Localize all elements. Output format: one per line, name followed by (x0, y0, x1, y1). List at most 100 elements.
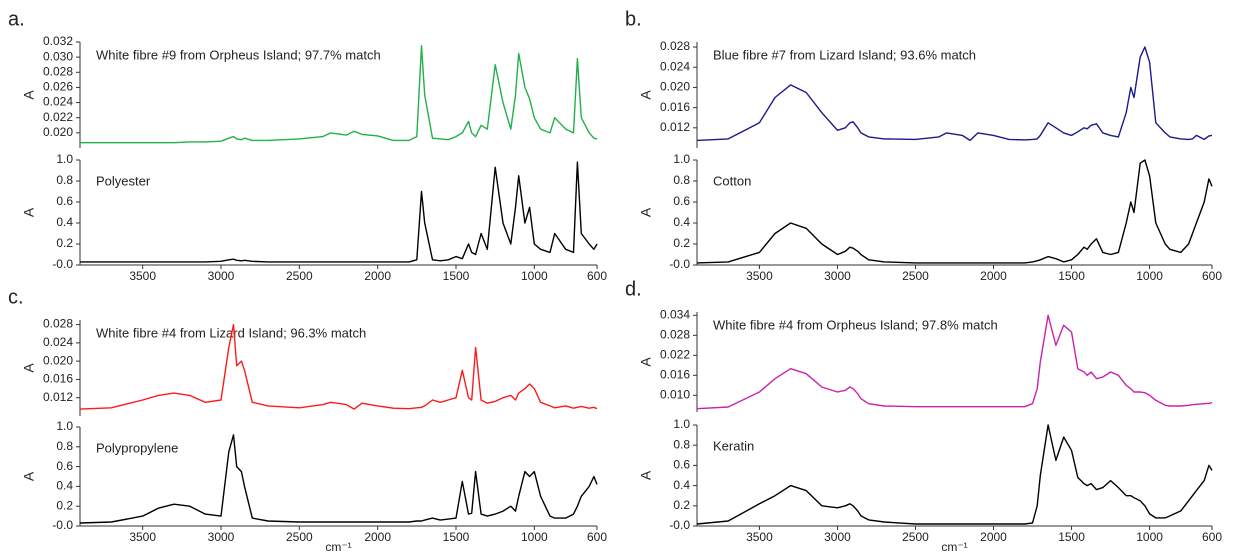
y-tick-label: 0.024 (43, 335, 73, 349)
y-tick-label: 0.6 (56, 459, 73, 473)
spectrum-line (80, 161, 598, 263)
y-axis-label: A (21, 471, 37, 481)
y-tick-label: 0.2 (56, 236, 73, 250)
x-tick-label: 3000 (208, 530, 235, 544)
y-tick-label: 0.020 (660, 80, 690, 94)
x-tick-label: 1500 (1058, 530, 1085, 544)
y-tick-label: 0.016 (43, 372, 73, 386)
y-tick-label: 0.024 (43, 95, 73, 109)
y-axis-label: A (21, 363, 37, 373)
annotation: Polypropylene (96, 440, 178, 455)
x-tick-label: 2000 (980, 530, 1007, 544)
x-tick-label: 3000 (824, 530, 851, 544)
y-axis-label: A (638, 207, 654, 217)
y-tick-label: 0.030 (43, 49, 73, 63)
spectrum-line (696, 159, 1213, 264)
x-tick-label: 600 (1202, 269, 1222, 283)
panel-label: a. (8, 8, 25, 30)
y-tick-label: 0.6 (673, 194, 690, 208)
y-tick-label: 0.4 (673, 478, 690, 492)
y-tick-label: 1.0 (56, 419, 73, 433)
x-tick-label: 2000 (364, 530, 391, 544)
spectrum-line (696, 314, 1213, 410)
y-tick-label: 0.024 (660, 59, 690, 73)
x-tick-label: 1500 (443, 269, 470, 283)
x-tick-label: 3500 (129, 530, 156, 544)
y-tick-label: 1.0 (56, 152, 73, 166)
y-tick-label: 0.016 (660, 368, 690, 382)
y-axis-label: A (638, 470, 654, 480)
x-tick-label: 3000 (208, 269, 235, 283)
x-tick-label: 1000 (1136, 269, 1163, 283)
spectrum-line (80, 45, 598, 144)
y-tick-label: 0.034 (660, 308, 690, 322)
x-tick-label: 2000 (980, 269, 1007, 283)
y-tick-label: 0.2 (673, 498, 690, 512)
y-tick-label: 0.012 (43, 390, 73, 404)
panel-label: b. (625, 8, 642, 30)
y-tick-label: 0.016 (660, 100, 690, 114)
y-tick-label: 0.2 (673, 236, 690, 250)
x-tick-label: 3500 (746, 530, 773, 544)
x-tick-label: 1000 (521, 530, 548, 544)
y-tick-label: 0.6 (56, 194, 73, 208)
y-tick-label: 0.032 (43, 34, 73, 48)
y-tick-label: 0.028 (43, 317, 73, 331)
x-tick-label: 2500 (902, 269, 929, 283)
spectrum-line (79, 323, 598, 410)
x-tick-label: 3500 (129, 269, 156, 283)
x-tick-label: 2500 (286, 530, 313, 544)
y-tick-label: 0.6 (673, 458, 690, 472)
x-tick-label: 2000 (364, 269, 391, 283)
y-tick-label: 1.0 (673, 152, 690, 166)
y-tick-label: 0.4 (56, 215, 73, 229)
panel-label: c. (8, 286, 24, 308)
y-tick-label: 1.0 (673, 417, 690, 431)
x-tick-label: 1000 (521, 269, 548, 283)
y-tick-label: 0.010 (660, 388, 690, 402)
y-axis-label: A (638, 357, 654, 367)
y-tick-label: 0.4 (56, 479, 73, 493)
y-tick-label: 0.028 (43, 64, 73, 78)
spectrum-line (79, 434, 598, 524)
y-tick-label: 0.020 (43, 125, 73, 139)
x-tick-label: 3500 (746, 269, 773, 283)
y-tick-label: 0.8 (673, 437, 690, 451)
x-tick-label: 1500 (1058, 269, 1085, 283)
x-axis-label: cm⁻¹ (941, 540, 967, 552)
y-tick-label: 0.4 (673, 215, 690, 229)
y-tick-label: -0.0 (669, 257, 690, 271)
y-tick-label: -0.0 (52, 518, 73, 532)
annotation: Blue fibre #7 from Lizard Island; 93.6% … (713, 47, 976, 62)
y-axis-label: A (638, 90, 654, 100)
y-tick-label: 0.020 (43, 353, 73, 367)
panel-label: d. (625, 278, 642, 300)
x-tick-label: 600 (587, 269, 607, 283)
annotation: White fibre #4 from Orpheus Island; 97.8… (713, 317, 998, 332)
y-tick-label: -0.0 (52, 257, 73, 271)
x-tick-label: 1500 (443, 530, 470, 544)
spectrum-line (696, 424, 1213, 525)
y-tick-label: 0.026 (43, 80, 73, 94)
x-tick-label: 600 (587, 530, 607, 544)
x-tick-label: 600 (1202, 530, 1222, 544)
x-tick-label: 2500 (902, 530, 929, 544)
y-tick-label: 0.028 (660, 39, 690, 53)
y-axis-label: A (21, 90, 37, 100)
annotation: Cotton (713, 173, 751, 188)
y-tick-label: 0.2 (56, 498, 73, 512)
y-tick-label: 0.022 (660, 348, 690, 362)
x-axis-label: cm⁻¹ (325, 540, 351, 552)
y-tick-label: 0.8 (673, 173, 690, 187)
y-tick-label: 0.022 (43, 110, 73, 124)
y-tick-label: -0.0 (669, 518, 690, 532)
x-tick-label: 1000 (1136, 530, 1163, 544)
x-tick-label: 2500 (286, 269, 313, 283)
annotation: Polyester (96, 173, 151, 188)
y-tick-label: 0.8 (56, 439, 73, 453)
y-tick-label: 0.028 (660, 328, 690, 342)
spectrum-line (696, 46, 1213, 142)
annotation: Keratin (713, 438, 754, 453)
